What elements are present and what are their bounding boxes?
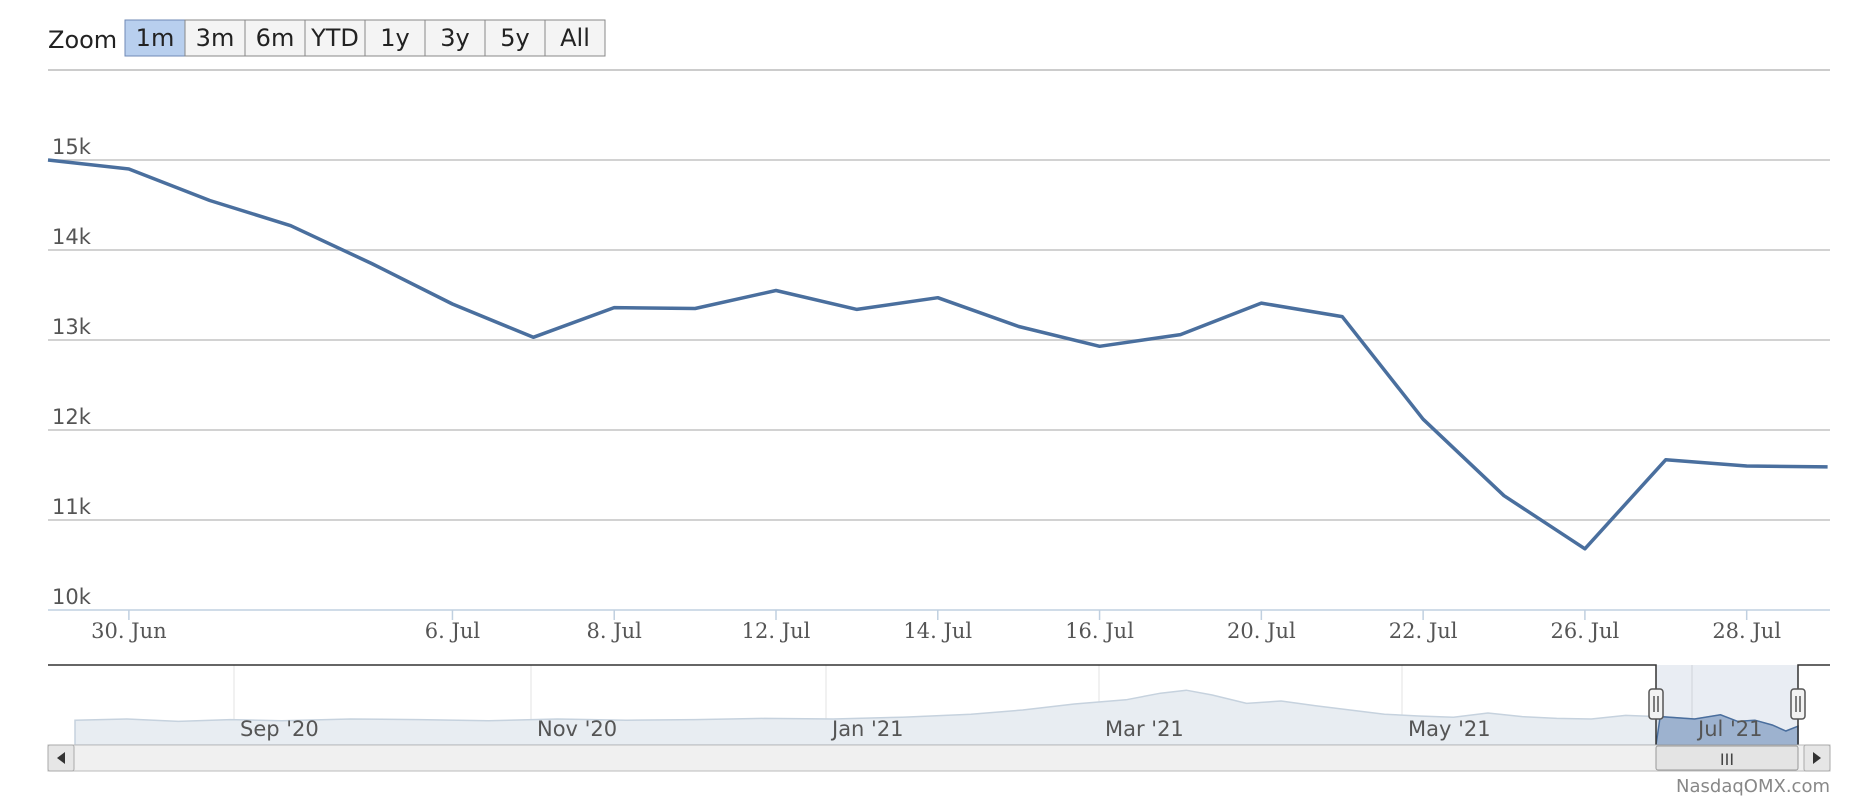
x-tick-label: 8. Jul <box>587 619 643 643</box>
navigator-label: Jan '21 <box>830 717 904 741</box>
x-tick-label: 16. Jul <box>1065 619 1134 643</box>
navigator[interactable]: Sep '20 Nov '20 Jan '21 Mar '21 May '21 Jul '… <box>48 664 1830 746</box>
zoom-button-1y[interactable]: 1y <box>364 19 426 57</box>
navigator-left-handle[interactable] <box>1648 688 1664 720</box>
navigator-labels: Sep '20 Nov '20 Jan '21 Mar '21 May '21 Jul '… <box>240 717 1763 741</box>
data-point[interactable] <box>1339 314 1345 320</box>
navigator-selection-mask <box>1656 665 1798 745</box>
x-axis-ticks: 30. Jun 6. Jul 8. Jul 12. Jul 14. Jul 16. Jul… <box>91 610 1781 643</box>
scrollbar-thumb[interactable]: III <box>1655 745 1799 771</box>
zoom-label: Zoom <box>48 26 117 54</box>
data-point[interactable] <box>45 157 51 163</box>
zoom-button-3y[interactable]: 3y <box>424 19 486 57</box>
data-point[interactable] <box>1016 324 1022 330</box>
navigator-label: Mar '21 <box>1105 717 1184 741</box>
x-tick-label: 28. Jul <box>1712 619 1781 643</box>
data-point[interactable] <box>1258 300 1264 306</box>
zoom-button-6m[interactable]: 6m <box>244 19 306 57</box>
y-axis-ticks: 10k 11k 12k 13k 14k 15k <box>52 135 92 609</box>
x-tick-label: 6. Jul <box>425 619 481 643</box>
data-point[interactable] <box>126 166 132 172</box>
series-line <box>47 158 1828 551</box>
x-tick-label: 12. Jul <box>742 619 811 643</box>
x-tick-label: 14. Jul <box>903 619 972 643</box>
data-point[interactable] <box>288 223 294 229</box>
data-point[interactable] <box>1744 463 1750 469</box>
data-point[interactable] <box>1825 464 1831 470</box>
y-tick-label: 11k <box>52 495 92 519</box>
range-selector: Zoom 1m 3m 6m YTD 1y 3y 5y All <box>48 19 606 57</box>
data-point[interactable] <box>692 306 698 312</box>
data-point[interactable] <box>207 198 213 204</box>
x-tick-label: 20. Jul <box>1227 619 1296 643</box>
navigator-right-handle[interactable] <box>1790 688 1806 720</box>
data-point[interactable] <box>530 334 536 340</box>
data-point[interactable] <box>1663 457 1669 463</box>
data-point[interactable] <box>449 301 455 307</box>
scrollbar-grip: III <box>1720 750 1734 769</box>
y-tick-label: 15k <box>52 135 92 159</box>
data-point[interactable] <box>1420 416 1426 422</box>
data-point[interactable] <box>1097 343 1103 349</box>
scrollbar-right-button[interactable] <box>1803 744 1831 772</box>
data-point[interactable] <box>1177 332 1183 338</box>
navigator-label: May '21 <box>1408 717 1491 741</box>
y-tick-label: 14k <box>52 225 92 249</box>
x-tick-label: 26. Jul <box>1551 619 1620 643</box>
data-point[interactable] <box>854 306 860 312</box>
data-point[interactable] <box>369 261 375 267</box>
data-point[interactable] <box>773 288 779 294</box>
zoom-button-5y[interactable]: 5y <box>484 19 546 57</box>
data-point[interactable] <box>1501 493 1507 499</box>
arrow-right-icon <box>1813 752 1821 764</box>
zoom-button-ytd[interactable]: YTD <box>304 19 366 57</box>
scrollbar-left-button[interactable] <box>47 744 75 772</box>
scrollbar[interactable]: III <box>47 744 1831 772</box>
x-tick-label: 30. Jun <box>91 619 167 643</box>
data-point[interactable] <box>935 295 941 301</box>
data-point[interactable] <box>1582 546 1588 552</box>
x-tick-label: 22. Jul <box>1389 619 1458 643</box>
zoom-button-all[interactable]: All <box>544 19 606 57</box>
grid-lines <box>48 159 1830 521</box>
series-points <box>45 157 1831 552</box>
y-tick-label: 13k <box>52 315 92 339</box>
y-tick-label: 12k <box>52 405 92 429</box>
plot-area: 10k 11k 12k 13k 14k 15k 30. Jun 6. Jul 8. Jul 12… <box>45 135 1831 643</box>
zoom-button-3m[interactable]: 3m <box>184 19 246 57</box>
credits-link[interactable]: NasdaqOMX.com <box>1676 776 1830 797</box>
arrow-left-icon <box>57 752 65 764</box>
navigator-label: Sep '20 <box>240 717 319 741</box>
navigator-label: Nov '20 <box>537 717 617 741</box>
zoom-button-1m[interactable]: 1m <box>124 19 186 57</box>
navigator-label: Jul '21 <box>1696 717 1763 741</box>
zoom-buttons: 1m 3m 6m YTD 1y 3y 5y All <box>124 19 606 57</box>
y-tick-label: 10k <box>52 585 92 609</box>
data-point[interactable] <box>611 305 617 311</box>
scrollbar-track[interactable] <box>47 744 1831 772</box>
